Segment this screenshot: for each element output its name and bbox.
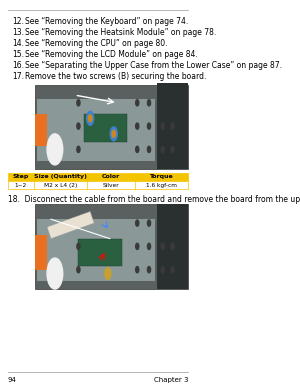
Text: See “Separating the Upper Case from the Lower Case” on page 87.: See “Separating the Upper Case from the … bbox=[26, 61, 283, 70]
FancyBboxPatch shape bbox=[35, 85, 188, 169]
Text: 17.: 17. bbox=[12, 72, 24, 81]
Text: Torque: Torque bbox=[149, 175, 173, 179]
Polygon shape bbox=[47, 211, 94, 239]
Text: Silver: Silver bbox=[103, 183, 119, 187]
Circle shape bbox=[161, 123, 164, 129]
Circle shape bbox=[77, 146, 80, 152]
FancyBboxPatch shape bbox=[37, 99, 155, 161]
FancyBboxPatch shape bbox=[157, 83, 188, 169]
Text: 1.6 kgf-cm: 1.6 kgf-cm bbox=[146, 183, 177, 187]
Text: 18.  Disconnect the cable from the board and remove the board from the upper cas: 18. Disconnect the cable from the board … bbox=[8, 195, 300, 204]
Circle shape bbox=[147, 220, 151, 226]
Circle shape bbox=[110, 127, 117, 141]
Text: Chapter 3: Chapter 3 bbox=[154, 377, 188, 383]
Text: Remove the two screws (B) securing the board.: Remove the two screws (B) securing the b… bbox=[26, 72, 207, 81]
Circle shape bbox=[136, 267, 139, 273]
Circle shape bbox=[77, 220, 80, 226]
Circle shape bbox=[105, 268, 111, 279]
Circle shape bbox=[136, 243, 139, 249]
FancyBboxPatch shape bbox=[35, 235, 47, 270]
Text: M2 x L4 (2): M2 x L4 (2) bbox=[44, 183, 77, 187]
Text: 1~2: 1~2 bbox=[15, 183, 27, 187]
Text: 15.: 15. bbox=[12, 50, 24, 59]
FancyBboxPatch shape bbox=[37, 219, 155, 281]
Circle shape bbox=[77, 100, 80, 106]
Text: Size (Quantity): Size (Quantity) bbox=[34, 175, 87, 179]
Circle shape bbox=[147, 243, 151, 249]
FancyBboxPatch shape bbox=[35, 204, 188, 289]
Text: See “Removing the Keyboard” on page 74.: See “Removing the Keyboard” on page 74. bbox=[26, 17, 189, 26]
Circle shape bbox=[112, 130, 116, 137]
Text: 94: 94 bbox=[8, 377, 17, 383]
Text: 14.: 14. bbox=[12, 39, 24, 48]
Text: 16.: 16. bbox=[12, 61, 24, 70]
Circle shape bbox=[87, 111, 94, 125]
FancyBboxPatch shape bbox=[84, 114, 128, 142]
FancyBboxPatch shape bbox=[78, 239, 122, 266]
Text: See “Removing the CPU” on page 80.: See “Removing the CPU” on page 80. bbox=[26, 39, 168, 48]
Circle shape bbox=[136, 123, 139, 129]
Circle shape bbox=[147, 123, 151, 129]
Circle shape bbox=[161, 243, 164, 249]
Circle shape bbox=[171, 123, 174, 129]
Text: 13.: 13. bbox=[12, 28, 24, 37]
Circle shape bbox=[147, 267, 151, 273]
Circle shape bbox=[147, 146, 151, 152]
FancyBboxPatch shape bbox=[8, 181, 188, 189]
Circle shape bbox=[136, 100, 139, 106]
Circle shape bbox=[136, 220, 139, 226]
FancyBboxPatch shape bbox=[35, 114, 47, 146]
Circle shape bbox=[136, 146, 139, 152]
Circle shape bbox=[171, 243, 174, 249]
Circle shape bbox=[47, 258, 63, 289]
FancyBboxPatch shape bbox=[157, 204, 188, 289]
Circle shape bbox=[171, 267, 174, 273]
Circle shape bbox=[77, 267, 80, 273]
Circle shape bbox=[47, 134, 63, 165]
Text: Step: Step bbox=[13, 175, 29, 179]
Text: 12.: 12. bbox=[12, 17, 24, 26]
Text: Color: Color bbox=[102, 175, 120, 179]
Text: See “Removing the LCD Module” on page 84.: See “Removing the LCD Module” on page 84… bbox=[26, 50, 198, 59]
Circle shape bbox=[77, 123, 80, 129]
Text: See “Removing the Heatsink Module” on page 78.: See “Removing the Heatsink Module” on pa… bbox=[26, 28, 217, 37]
FancyBboxPatch shape bbox=[8, 173, 188, 181]
Circle shape bbox=[88, 115, 92, 122]
Circle shape bbox=[171, 146, 174, 152]
Circle shape bbox=[77, 243, 80, 249]
Circle shape bbox=[161, 146, 164, 152]
Circle shape bbox=[147, 100, 151, 106]
Circle shape bbox=[161, 267, 164, 273]
